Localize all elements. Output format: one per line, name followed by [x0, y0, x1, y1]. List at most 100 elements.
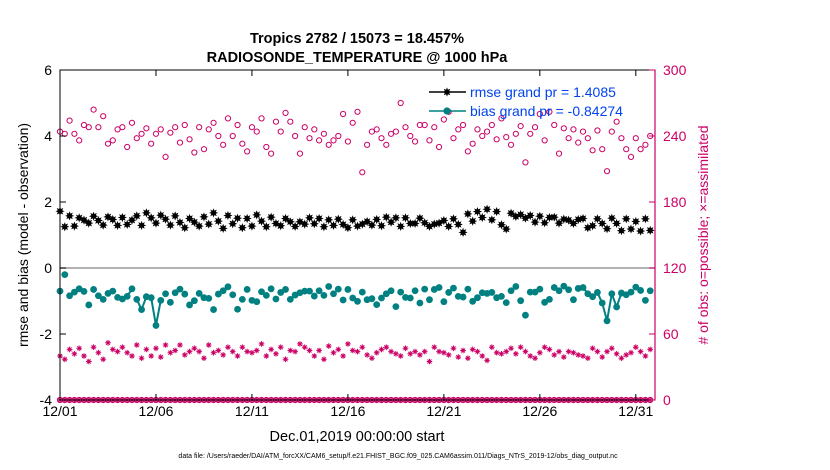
- rmse-point: [636, 226, 646, 236]
- x-tick-label: 12/11: [235, 403, 269, 419]
- bias-point: [526, 288, 534, 296]
- obs-possible-point: [618, 135, 625, 142]
- obs-assimilated-point: [537, 349, 543, 356]
- rmse-point: [429, 219, 439, 229]
- rmse-point: [175, 217, 185, 228]
- bias-point: [411, 287, 419, 295]
- obs-possible-point: [570, 126, 577, 133]
- bias-point: [517, 297, 525, 305]
- obs-possible-point: [431, 124, 438, 131]
- bias-point: [320, 291, 328, 299]
- obs-assimilated-point: [546, 346, 553, 353]
- rmse-point: [324, 215, 334, 225]
- legend-rmse-symbol: [442, 87, 452, 97]
- obs-assimilated-point: [354, 348, 361, 355]
- obs-assimilated-point: [225, 344, 231, 350]
- obs-assimilated-point: [613, 351, 620, 357]
- rmse-point: [535, 211, 545, 221]
- obs-assimilated-point: [469, 346, 476, 353]
- rmse-point: [631, 216, 641, 227]
- rmse-point: [84, 218, 94, 228]
- obs-possible-point: [584, 135, 591, 142]
- obs-possible-point: [551, 121, 558, 129]
- obs-possible-point: [292, 132, 299, 140]
- rmse-point: [472, 206, 483, 217]
- obs-assimilated-point: [162, 342, 169, 348]
- obs-assimilated-point: [306, 347, 313, 354]
- obs-possible-point: [555, 150, 563, 157]
- rmse-point: [348, 215, 358, 225]
- obs-assimilated-point: [647, 346, 654, 353]
- obs-possible-point: [579, 128, 587, 135]
- bias-point: [589, 293, 597, 301]
- rmse-point: [607, 213, 617, 223]
- bias-point: [354, 297, 361, 305]
- obs-assimilated-point: [201, 355, 207, 361]
- obs-assimilated-point: [124, 349, 130, 356]
- bias-point: [603, 317, 611, 325]
- obs-possible-point: [340, 110, 347, 118]
- bias-point: [238, 295, 246, 303]
- bias-point: [128, 285, 136, 293]
- obs-possible-point: [546, 108, 553, 115]
- obs-possible-point: [603, 168, 611, 175]
- obs-possible-point: [239, 140, 246, 147]
- obs-assimilated-point: [210, 349, 217, 356]
- obs-possible-point: [527, 130, 534, 137]
- bias-point: [598, 299, 606, 307]
- bias-point: [80, 288, 88, 295]
- obs-possible-point: [522, 159, 529, 166]
- rmse-point: [146, 213, 156, 223]
- obs-possible-point: [210, 119, 217, 126]
- obs-assimilated-point: [450, 345, 457, 352]
- rmse-point: [213, 216, 223, 226]
- obs-assimilated-point: [249, 349, 255, 356]
- rmse-point: [208, 208, 219, 218]
- obs-assimilated-point: [527, 353, 534, 359]
- bias-point: [440, 298, 448, 306]
- bias-point: [469, 297, 477, 305]
- obs-assimilated-point: [143, 346, 150, 353]
- bias-point: [94, 292, 102, 300]
- obs-assimilated-point: [421, 348, 428, 355]
- rmse-point: [458, 227, 468, 237]
- obs-possible-point: [512, 130, 519, 137]
- bias-point: [306, 287, 313, 295]
- obs-possible-point: [320, 130, 328, 137]
- obs-possible-point: [95, 124, 102, 131]
- bias-point: [147, 294, 155, 302]
- obs-possible-point: [191, 149, 198, 156]
- obs-assimilated-point: [445, 352, 452, 358]
- rmse-point: [180, 223, 190, 233]
- obs-assimilated-point: [234, 353, 241, 359]
- obs-possible-point: [642, 141, 649, 148]
- obs-assimilated-point: [460, 347, 466, 354]
- obs-assimilated-point: [378, 346, 385, 353]
- obs-assimilated-point: [119, 344, 126, 350]
- obs-assimilated-point: [498, 351, 505, 357]
- obs-possible-point: [613, 118, 620, 125]
- obs-possible-point: [311, 126, 318, 133]
- obs-assimilated-point: [229, 348, 236, 355]
- obs-possible-point: [234, 121, 241, 129]
- bias-point: [450, 284, 457, 292]
- obs-assimilated-point: [277, 344, 284, 350]
- obs-assimilated-point: [532, 355, 538, 361]
- obs-assimilated-point: [215, 347, 222, 354]
- rmse-point: [549, 212, 559, 222]
- obs-possible-point: [248, 124, 256, 131]
- rmse-point: [228, 219, 238, 229]
- obs-assimilated-point: [364, 352, 370, 358]
- y-axis-label: rmse and bias (model - observation): [15, 123, 31, 347]
- bias-point: [70, 288, 78, 296]
- rmse-point: [597, 218, 607, 229]
- obs-assimilated-point: [71, 351, 78, 357]
- obs-possible-point: [627, 153, 635, 160]
- bias-point: [272, 295, 280, 303]
- obs-possible-point: [363, 141, 371, 148]
- obs-possible-point: [344, 138, 352, 145]
- obs-possible-point: [594, 127, 601, 134]
- bias-point: [416, 299, 424, 307]
- rmse-point: [559, 214, 569, 224]
- obs-possible-point: [507, 141, 515, 148]
